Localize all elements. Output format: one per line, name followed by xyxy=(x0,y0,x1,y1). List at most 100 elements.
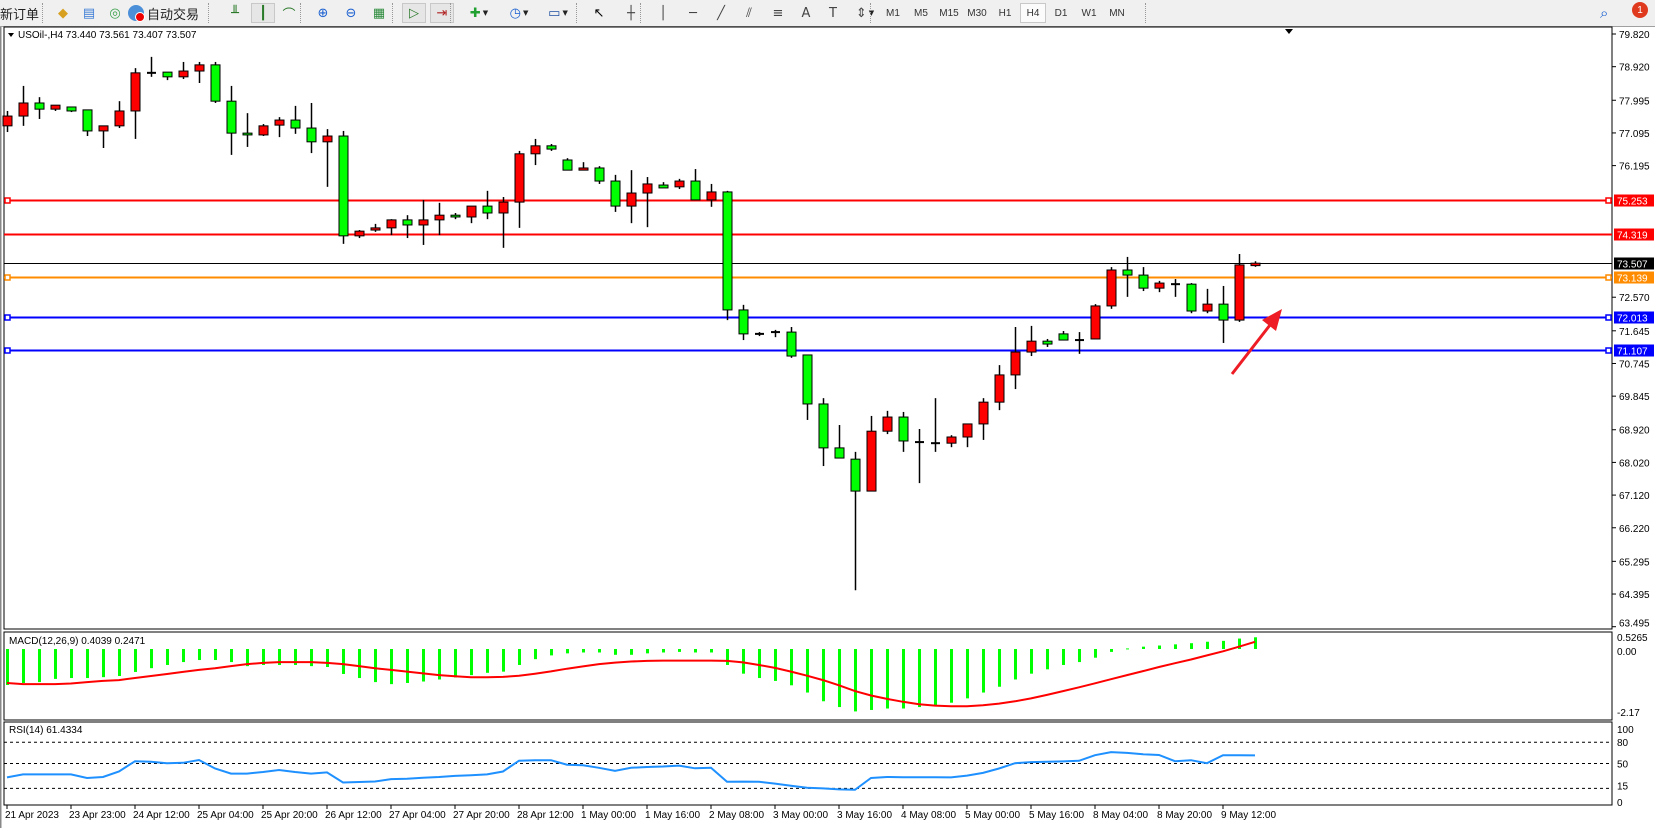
data-window-button[interactable]: ▤ xyxy=(78,3,100,23)
arrows-button[interactable]: ⇕ ▼ xyxy=(848,3,882,23)
cursor-button[interactable]: ↖ xyxy=(588,3,610,23)
text-label-button[interactable]: T xyxy=(822,3,844,23)
level-anchor-handle[interactable] xyxy=(1605,274,1612,281)
market-watch-button[interactable]: ◆ xyxy=(52,3,74,23)
timeframe-h4-button[interactable]: H4 xyxy=(1020,3,1046,23)
price-tick-label: 68.920 xyxy=(1619,426,1650,437)
macd-histogram-bar xyxy=(1014,649,1017,680)
templates-button[interactable]: ▭ ▼ xyxy=(541,3,575,23)
macd-histogram-bar xyxy=(598,649,601,653)
zoom-out-icon: ⊖ xyxy=(345,5,357,21)
candle xyxy=(147,56,156,77)
dropdown-arrow-icon[interactable]: ▼ xyxy=(522,9,529,17)
search-button[interactable]: ⌕ xyxy=(1600,3,1608,23)
signals-button[interactable]: ◎ xyxy=(104,3,126,23)
timeframe-mn-button[interactable]: MN xyxy=(1104,3,1130,23)
bullish-candle-body xyxy=(1010,351,1021,376)
timeframe-m5-button[interactable]: M5 xyxy=(908,3,934,23)
bar-chart-button[interactable]: ╨ xyxy=(224,3,246,23)
macd-histogram-bar xyxy=(630,649,633,655)
time-axis-label: 4 May 08:00 xyxy=(901,810,956,821)
bearish-candle-body xyxy=(562,159,573,171)
level-anchor-handle[interactable] xyxy=(4,347,11,354)
new-order-button[interactable]: 新订单 xyxy=(0,3,39,23)
bearish-candle-body xyxy=(818,403,829,449)
level-anchor-handle[interactable] xyxy=(1605,347,1612,354)
candle xyxy=(1218,285,1229,343)
level-price-tag xyxy=(1614,344,1654,357)
line-chart-button[interactable]: ⌒ xyxy=(278,3,300,23)
candle xyxy=(1154,280,1165,293)
crosshair-button[interactable]: ┼ xyxy=(620,3,642,23)
tile-windows-icon: ▦ xyxy=(372,5,386,21)
level-anchor-handle[interactable] xyxy=(4,314,11,321)
tile-windows-button[interactable]: ▦ xyxy=(368,3,390,23)
candle xyxy=(755,332,764,337)
bearish-candle-body xyxy=(594,167,605,182)
bearish-candle-body xyxy=(738,309,749,335)
horizontal-line-button[interactable]: ─ xyxy=(682,3,704,23)
notification-badge[interactable]: 1 xyxy=(1632,2,1648,18)
timeframe-m15-button[interactable]: M15 xyxy=(936,3,962,23)
candle xyxy=(1042,338,1053,347)
macd-histogram-bar xyxy=(918,649,921,708)
toolbar-separator xyxy=(392,3,394,23)
macd-histogram-bar xyxy=(1030,649,1033,674)
chart-header: USOil-,H4 73.440 73.561 73.407 73.507 xyxy=(18,30,197,41)
level-price-label: 73.139 xyxy=(1617,274,1648,285)
macd-histogram-bar xyxy=(470,649,473,676)
indicators-button[interactable]: ✚ ▼ xyxy=(462,3,496,23)
candle xyxy=(642,177,653,228)
fibo-retracement-button[interactable]: ≡ xyxy=(767,3,789,23)
auto-scroll-icon: ▷ xyxy=(409,5,419,21)
vertical-line-button[interactable]: │ xyxy=(652,3,674,23)
bullish-candle-body xyxy=(418,219,429,226)
bullish-candle-body xyxy=(370,227,381,231)
fibo-channel-button[interactable]: ⫽ xyxy=(738,3,760,23)
chart-menu-triangle-icon[interactable] xyxy=(8,33,14,37)
dropdown-arrow-icon[interactable]: ▼ xyxy=(482,9,489,17)
dropdown-arrow-icon[interactable]: ▼ xyxy=(868,9,875,17)
candle xyxy=(866,415,877,492)
timeframe-w1-button[interactable]: W1 xyxy=(1076,3,1102,23)
text-button[interactable]: A xyxy=(795,3,817,23)
level-anchor-handle[interactable] xyxy=(4,274,11,281)
timeframe-m30-button[interactable]: M30 xyxy=(964,3,990,23)
dropdown-arrow-icon[interactable]: ▼ xyxy=(562,9,568,17)
time-axis-label: 25 Apr 04:00 xyxy=(197,810,254,821)
zoom-in-button[interactable]: ⊕ xyxy=(312,3,334,23)
time-axis-label: 3 May 16:00 xyxy=(837,810,892,821)
candle xyxy=(771,329,780,338)
bullish-candle-body xyxy=(354,230,365,237)
timeframe-h1-button[interactable]: H1 xyxy=(992,3,1018,23)
timeframe-d1-button[interactable]: D1 xyxy=(1048,3,1074,23)
bearish-candle-body xyxy=(898,416,909,442)
level-anchor-handle[interactable] xyxy=(1605,314,1612,321)
macd-histogram-bar xyxy=(662,649,665,653)
candle xyxy=(50,104,61,111)
fibo-channel-icon: ⫽ xyxy=(746,5,752,21)
level-anchor-handle[interactable] xyxy=(4,197,11,204)
level-anchor-handle[interactable] xyxy=(1605,197,1612,204)
timeframe-m1-button[interactable]: M1 xyxy=(880,3,906,23)
timeframe-label: MN xyxy=(1109,7,1125,19)
macd-histogram-bar xyxy=(502,649,505,672)
macd-histogram-bar xyxy=(1062,649,1065,665)
zoom-out-button[interactable]: ⊖ xyxy=(340,3,362,23)
candlestick-button[interactable]: ┃ xyxy=(251,3,275,23)
trendline-button[interactable]: ╱ xyxy=(710,3,732,23)
chart-shift-marker-icon[interactable] xyxy=(1285,29,1293,34)
chart-shift-button[interactable]: ⇥ xyxy=(430,3,454,23)
auto-trading-button[interactable]: 自动交易 xyxy=(128,3,199,23)
macd-histogram-bar xyxy=(822,649,825,702)
bullish-candle-body xyxy=(1202,303,1213,312)
bearish-candle-body xyxy=(482,205,493,214)
bearish-candle-body xyxy=(610,180,621,207)
periods-button[interactable]: ◷ ▼ xyxy=(502,3,536,23)
timeframe-label: M1 xyxy=(886,7,900,19)
macd-histogram-bar xyxy=(934,649,937,706)
candle xyxy=(210,61,221,103)
candle xyxy=(450,212,461,220)
auto-scroll-button[interactable]: ▷ xyxy=(402,3,426,23)
